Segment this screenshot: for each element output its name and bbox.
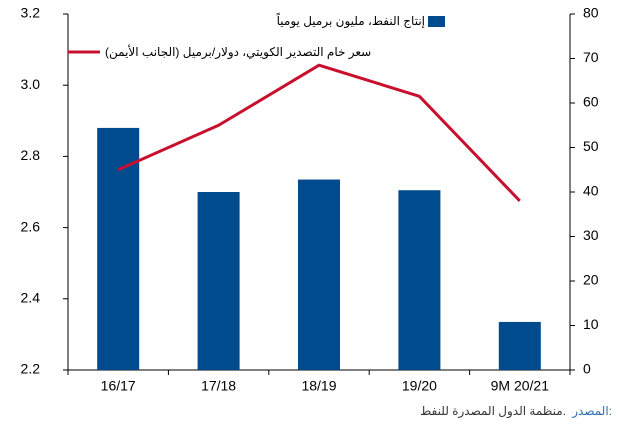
x-tick-label: 9M 20/21 xyxy=(491,378,550,394)
y-tick-label: 2.2 xyxy=(21,361,41,377)
y2-tick-label: 0 xyxy=(583,361,591,377)
legend-swatch xyxy=(428,16,445,27)
y-tick-label: 2.8 xyxy=(21,147,41,163)
bar xyxy=(498,321,541,370)
legend-label: إنتاج النفط، مليون برميل يومياً xyxy=(276,13,425,30)
source-label: المصدر: xyxy=(571,404,612,419)
bar xyxy=(298,179,340,370)
bar xyxy=(197,192,240,370)
y2-tick-label: 20 xyxy=(583,272,599,288)
source-text: منظمة الدول المصدرة للنفط. xyxy=(420,404,566,419)
y-tick-label: 2.4 xyxy=(21,290,41,306)
y2-tick-label: 40 xyxy=(583,183,599,199)
bar xyxy=(398,190,441,370)
line xyxy=(117,63,521,202)
x-tick-label: 16/17 xyxy=(101,378,136,394)
y-tick-label: 2.6 xyxy=(21,218,41,234)
x-tick-label: 19/20 xyxy=(402,378,437,394)
legend-label: سعر خام التصدير الكويتي، دولار/برميل (ال… xyxy=(105,44,371,60)
y2-tick-label: 80 xyxy=(583,5,599,21)
x-tick-label: 18/19 xyxy=(301,378,336,394)
y2-tick-label: 10 xyxy=(583,316,599,332)
y2-tick-label: 60 xyxy=(583,94,599,110)
x-tick-label: 17/18 xyxy=(201,378,236,394)
y-tick-label: 3.0 xyxy=(21,76,41,92)
y2-tick-label: 70 xyxy=(583,49,599,65)
y-tick-label: 3.2 xyxy=(21,5,41,21)
y2-tick-label: 30 xyxy=(583,227,599,243)
y2-tick-label: 50 xyxy=(583,138,599,154)
